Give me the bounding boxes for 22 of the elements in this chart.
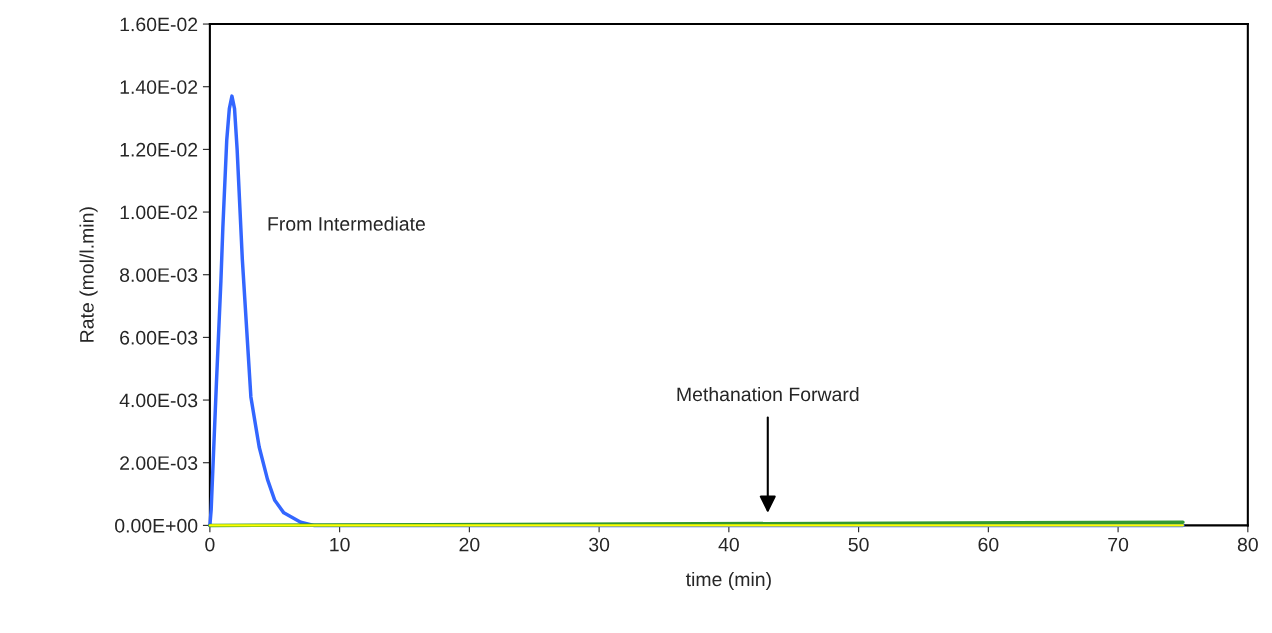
x-axis-title: time (min) <box>685 571 771 591</box>
y-tick-label: 8.00E-03 <box>120 268 198 282</box>
y-tick-label: 1.20E-02 <box>120 142 198 157</box>
x-tick-label: 70 <box>1108 537 1129 552</box>
x-tick-label: 10 <box>330 537 350 552</box>
annotation: Methanation Forward <box>677 386 859 402</box>
y-axis-title: Rate (mol/l.min) <box>79 207 98 342</box>
x-tick-label: 40 <box>718 537 739 552</box>
y-tick-label: 0.00E+00 <box>115 518 198 533</box>
x-tick-label: 80 <box>1237 537 1258 552</box>
x-tick-label: 20 <box>459 537 480 552</box>
y-tick-label: 6.00E-03 <box>120 330 198 345</box>
y-tick-label: 4.00E-03 <box>119 393 198 408</box>
x-tick-label: 50 <box>848 537 869 552</box>
x-tick-label: 30 <box>589 537 610 552</box>
y-tick-label: 1.00E-02 <box>120 205 198 220</box>
x-tick-label: 60 <box>978 537 999 552</box>
annotation: From Intermediate <box>268 216 425 231</box>
y-tick-label: 2.00E-03 <box>120 456 198 470</box>
y-tick-label: 1.60E-02 <box>120 17 198 32</box>
y-tick-label: 1.40E-02 <box>120 80 198 94</box>
x-tick-label: 0 <box>205 537 215 552</box>
